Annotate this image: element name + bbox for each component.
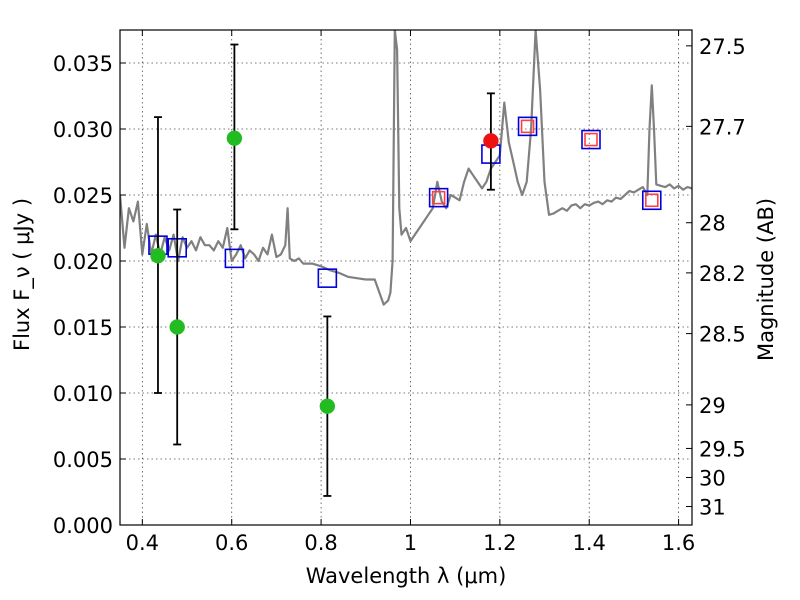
x-tick-label: 1.2: [483, 531, 516, 555]
right-tick-label: 28: [699, 212, 726, 236]
right-tick-label: 31: [699, 496, 726, 520]
x-tick-label: 1.6: [662, 531, 695, 555]
axis-ticks: 0.4 0.6 0.8 1 1.2 1.4 1.6 0.000 0.005 0.010 0.015 0…: [53, 30, 746, 555]
observed-point: [150, 247, 166, 264]
right-tick-label: 27.5: [699, 35, 746, 59]
model-point-inner: [584, 132, 598, 147]
model-point: [517, 116, 538, 137]
model-point-inner: [520, 119, 535, 134]
model-point: [581, 129, 601, 150]
spectrum-series: [120, 30, 692, 306]
x-tick-label: 1.4: [573, 531, 606, 555]
observed-point: [319, 398, 336, 414]
model-point: [428, 187, 449, 208]
model-point: [224, 248, 245, 269]
model-point: [317, 268, 338, 288]
x-tick-label: 0.4: [126, 531, 159, 555]
y-tick-label: 0.030: [53, 118, 113, 142]
grid: [120, 30, 692, 525]
model-point: [641, 190, 662, 211]
y-tick-label: 0.000: [53, 514, 113, 538]
right-tick-label: 27.7: [699, 115, 746, 139]
y-tick-label: 0.035: [53, 52, 113, 76]
x-tick-label: 0.8: [304, 531, 337, 555]
right-tick-label: 28.2: [699, 262, 746, 286]
plot-frame: [119, 29, 693, 526]
observed-point: [169, 319, 185, 335]
y-tick-label: 0.005: [53, 448, 113, 472]
model-point-inner: [644, 193, 659, 208]
right-axis-label: Magnitude (AB): [754, 198, 778, 361]
model-point-inner: [431, 190, 446, 205]
x-tick-label: 1: [404, 531, 417, 555]
y-tick-label: 0.015: [53, 316, 113, 340]
x-tick-label: 0.6: [215, 531, 248, 555]
y-tick-label: 0.020: [53, 250, 113, 274]
y-tick-label: 0.010: [53, 382, 113, 406]
observed-point: [483, 133, 499, 149]
right-tick-label: 30: [699, 466, 726, 490]
y-axis-label: Flux F_ν ( μJy ): [10, 198, 35, 351]
marker-series: [148, 43, 662, 497]
observed-point: [226, 130, 243, 146]
spectrum-line: [120, 30, 692, 306]
y-tick-label: 0.025: [53, 184, 113, 208]
right-tick-label: 28.5: [699, 323, 746, 347]
right-tick-label: 29: [699, 394, 726, 418]
x-axis-label: Wavelength λ (μm): [306, 564, 507, 588]
right-tick-label: 29.5: [699, 437, 746, 461]
